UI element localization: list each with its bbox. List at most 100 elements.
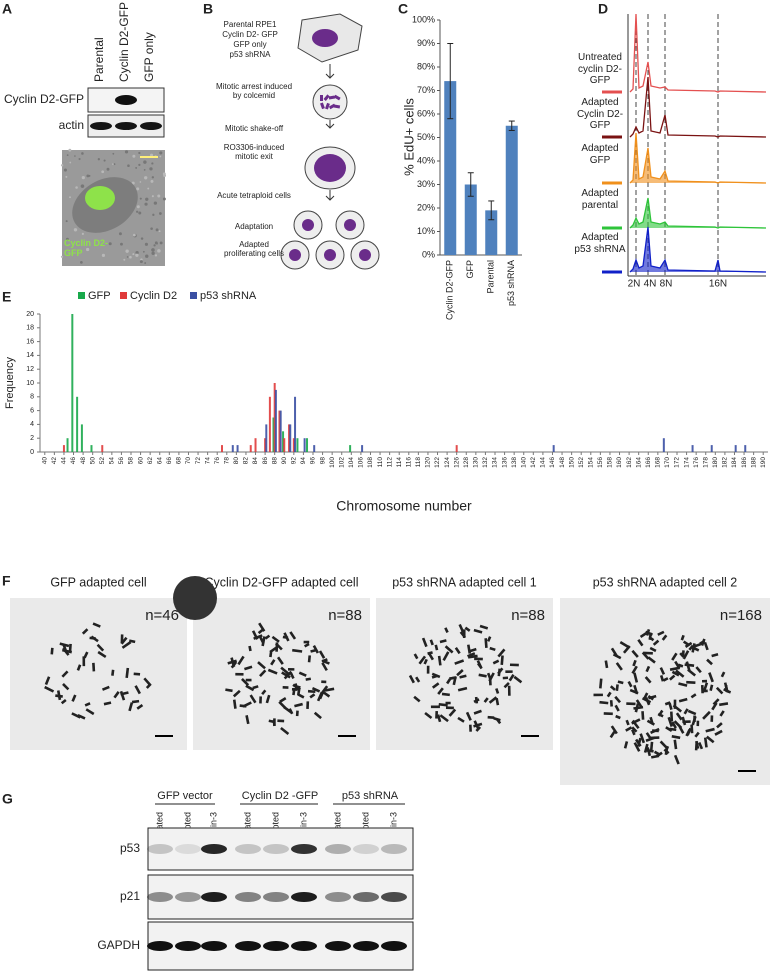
x-tick-label: 66 <box>166 457 173 465</box>
x-tick-label: 156 <box>597 457 604 468</box>
blot-band <box>353 844 379 854</box>
row-label: actin <box>59 118 84 132</box>
chromosome <box>431 672 441 679</box>
texture <box>127 164 130 168</box>
bar <box>90 445 93 452</box>
chromosome <box>671 670 680 677</box>
texture <box>68 148 72 152</box>
x-tick-label: 54 <box>109 457 116 465</box>
chromosome <box>473 709 482 715</box>
arrow-head <box>325 73 335 79</box>
x-tick-label: 106 <box>358 457 365 468</box>
x-label: 4N <box>644 279 657 290</box>
texture <box>73 228 78 232</box>
chromosome <box>500 655 504 666</box>
texture <box>139 181 142 183</box>
blot-band <box>381 892 407 902</box>
bar <box>734 445 737 452</box>
chromosome <box>264 634 271 640</box>
chromosome <box>483 697 489 703</box>
histogram <box>629 13 767 93</box>
bar <box>710 445 713 452</box>
chromosome <box>492 659 500 665</box>
chromosome <box>133 672 141 676</box>
nucleus <box>289 249 301 261</box>
chromosome <box>97 650 107 659</box>
blot-band <box>175 941 201 951</box>
x-tick-label: 180 <box>712 457 719 468</box>
x-tick-label: 116 <box>406 457 413 468</box>
chromosome <box>423 658 428 665</box>
chromosome <box>288 668 295 671</box>
metaphase-image <box>193 598 370 750</box>
blot-band <box>291 892 317 902</box>
blot-band <box>90 122 112 130</box>
chromosome <box>603 712 613 716</box>
chromosome <box>408 674 415 684</box>
chromosome <box>664 701 671 706</box>
x-tick-label: 88 <box>271 457 278 465</box>
chromosome <box>677 663 684 668</box>
x-tick-label: 74 <box>204 457 211 465</box>
bar <box>292 438 295 452</box>
error-bar <box>488 200 495 221</box>
chromosome <box>644 676 652 684</box>
x-tick-label: 102 <box>338 457 345 468</box>
flow-step: Adapted proliferating cells <box>223 240 285 259</box>
metaphase-image <box>560 598 770 785</box>
x-tick-label: 186 <box>741 457 748 468</box>
chromosome <box>457 686 468 692</box>
x-tick-label: 168 <box>655 457 662 468</box>
x-tick-label: 98 <box>319 457 326 465</box>
blot-band <box>201 892 227 902</box>
chromosome <box>259 696 262 704</box>
chromosome <box>497 667 504 675</box>
chromosome <box>599 678 603 689</box>
chromosome <box>445 706 454 710</box>
histogram-fill <box>630 198 766 228</box>
chromosome <box>671 652 678 661</box>
chromosome <box>687 668 697 677</box>
chromosome <box>631 649 639 658</box>
bar <box>306 438 309 452</box>
texture <box>151 248 155 252</box>
x-tick-label: 152 <box>578 457 585 468</box>
chromosome <box>469 724 472 732</box>
x-tick-label: 158 <box>607 457 614 468</box>
bar <box>296 438 299 452</box>
chromosome <box>298 671 307 677</box>
blot-band <box>201 941 227 951</box>
chromosome <box>690 693 697 699</box>
chromosome <box>473 628 483 634</box>
texture <box>153 244 156 247</box>
chromosome <box>715 686 724 695</box>
chromosome <box>294 683 299 691</box>
chromosome <box>657 712 664 718</box>
blot-band <box>263 892 289 902</box>
chromosome <box>614 695 622 704</box>
chromosome <box>270 659 276 666</box>
group-label: Cyclin D2 -GFP <box>242 790 318 802</box>
chromosome <box>323 94 330 101</box>
chromosome <box>476 660 483 668</box>
y-tick-label: 40% <box>417 155 435 165</box>
chromosome <box>639 632 647 639</box>
texture <box>136 205 140 209</box>
chromosome <box>429 639 434 646</box>
chromosome <box>296 688 301 696</box>
chromosome <box>427 651 435 661</box>
x-tick-label: 122 <box>434 457 441 468</box>
x-tick-label: 80 <box>233 457 240 465</box>
chromosome <box>646 747 652 757</box>
chromosome <box>462 629 466 638</box>
chromosome <box>486 672 492 680</box>
chromosome <box>614 704 620 712</box>
chromosome <box>478 673 487 678</box>
blot <box>147 827 414 871</box>
chromosome <box>639 733 646 744</box>
x-tick-label: 142 <box>530 457 537 468</box>
x-tick-label: 60 <box>137 457 144 465</box>
chromosome <box>641 711 645 720</box>
x-tick-label: Cyclin D2-GFP <box>445 260 455 320</box>
texture <box>153 201 158 205</box>
